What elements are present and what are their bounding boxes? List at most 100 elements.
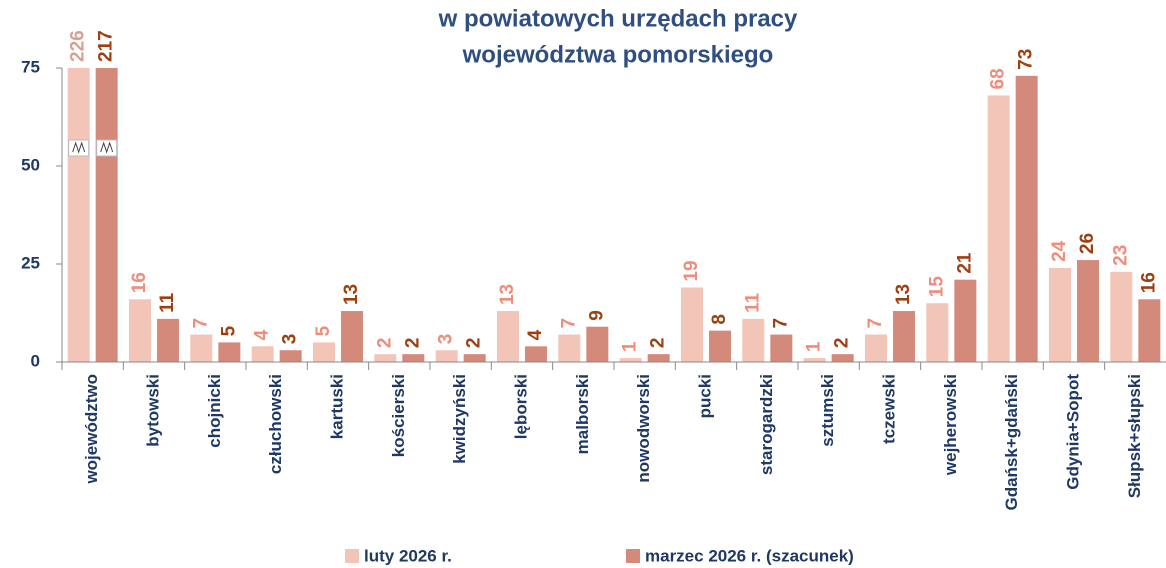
x-tick-label: kwidzyński — [450, 374, 469, 464]
x-tick-label: nowodworski — [634, 374, 653, 483]
chart-title: województwa pomorskiego — [462, 41, 774, 68]
bar — [831, 354, 854, 362]
x-tick-label: Gdańsk+gdański — [1002, 374, 1021, 511]
bar — [1049, 267, 1071, 362]
y-tick-label: 50 — [21, 155, 40, 174]
axis-break — [100, 141, 114, 154]
bar — [341, 311, 363, 362]
value-label: 7 — [558, 318, 579, 329]
value-label: 24 — [1049, 240, 1070, 262]
value-label: 13 — [893, 284, 914, 305]
value-label: 7 — [770, 318, 791, 329]
x-tick-label: starogardzki — [757, 374, 776, 475]
axis-break — [72, 141, 86, 154]
axis-break — [96, 139, 118, 157]
bar — [435, 350, 458, 362]
value-label: 15 — [926, 276, 947, 298]
bar — [1110, 271, 1133, 362]
x-tick-label: Gdynia+Sopot — [1063, 374, 1082, 490]
bar — [1015, 75, 1038, 362]
bar — [987, 95, 1010, 362]
bar — [402, 354, 425, 362]
value-label: 26 — [1077, 233, 1098, 254]
bar — [742, 318, 765, 362]
bar — [619, 358, 642, 362]
bar — [190, 334, 213, 362]
bar — [251, 346, 274, 362]
value-label: 16 — [1138, 272, 1159, 293]
value-label: 5 — [218, 325, 239, 336]
value-label: 11 — [157, 292, 178, 313]
bar — [770, 334, 793, 362]
x-tick-label: lęborski — [511, 374, 530, 439]
value-label: 1 — [804, 341, 825, 352]
bar — [865, 334, 887, 362]
value-label: 226 — [68, 30, 89, 62]
value-label: 13 — [497, 284, 518, 305]
value-label: 2 — [832, 338, 853, 349]
value-label: 9 — [586, 310, 607, 321]
y-tick-label: 75 — [21, 57, 40, 76]
x-tick-label: województwo — [82, 374, 101, 485]
value-label: 2 — [648, 338, 669, 349]
value-label: 13 — [341, 284, 362, 305]
bar — [218, 342, 241, 362]
value-label: 19 — [681, 260, 702, 281]
bar — [279, 350, 302, 362]
bar — [586, 326, 609, 362]
bar — [313, 342, 335, 362]
legend-label: luty 2026 r. — [364, 546, 452, 565]
value-label: 2 — [464, 338, 485, 349]
value-label: 73 — [1016, 49, 1037, 70]
x-tick-label: wejherowski — [941, 374, 960, 476]
bar — [157, 318, 179, 362]
bar — [463, 354, 486, 362]
value-label: 21 — [954, 252, 975, 274]
value-label: 2 — [402, 338, 423, 349]
value-label: 16 — [129, 272, 150, 293]
legend-swatch — [626, 549, 640, 563]
bar — [681, 287, 703, 362]
bar — [525, 346, 547, 362]
value-label: 68 — [988, 68, 1009, 89]
x-tick-label: kościerski — [389, 374, 408, 457]
x-tick-label: chojnicki — [205, 374, 224, 448]
value-label: 217 — [96, 30, 117, 62]
value-label: 7 — [865, 318, 886, 329]
y-tick-label: 25 — [21, 253, 40, 272]
bar — [558, 334, 581, 362]
value-label: 7 — [190, 318, 211, 329]
value-label: 4 — [525, 329, 546, 340]
legend-label: marzec 2026 r. (szacunek) — [645, 546, 854, 565]
bar — [803, 358, 826, 362]
x-tick-label: Słupsk+słupski — [1125, 374, 1144, 498]
value-label: 4 — [252, 329, 273, 340]
axis-break — [68, 139, 90, 157]
x-tick-label: pucki — [695, 374, 714, 418]
value-label: 5 — [313, 325, 334, 336]
x-tick-label: sztumski — [818, 374, 837, 447]
value-label: 3 — [436, 334, 457, 345]
x-tick-label: kartuski — [327, 374, 346, 439]
x-tick-label: malborski — [573, 374, 592, 454]
legend-swatch — [345, 549, 359, 563]
bar — [1138, 299, 1161, 362]
bar — [709, 330, 731, 362]
y-tick-label: 0 — [31, 351, 40, 370]
chart-title: w powiatowych urzędach pracy — [438, 5, 798, 32]
bar — [926, 303, 949, 362]
bar — [374, 354, 397, 362]
x-tick-label: tczewski — [879, 374, 898, 444]
value-label: 3 — [280, 334, 301, 345]
value-label: 11 — [742, 292, 763, 313]
x-tick-label: człuchowski — [266, 374, 285, 474]
x-tick-label: bytowski — [143, 374, 162, 447]
value-label: 2 — [374, 338, 395, 349]
bar — [893, 311, 915, 362]
bar — [497, 311, 519, 362]
value-label: 1 — [620, 341, 641, 352]
value-label: 23 — [1110, 245, 1131, 266]
value-label: 8 — [709, 314, 730, 325]
bar — [647, 354, 670, 362]
